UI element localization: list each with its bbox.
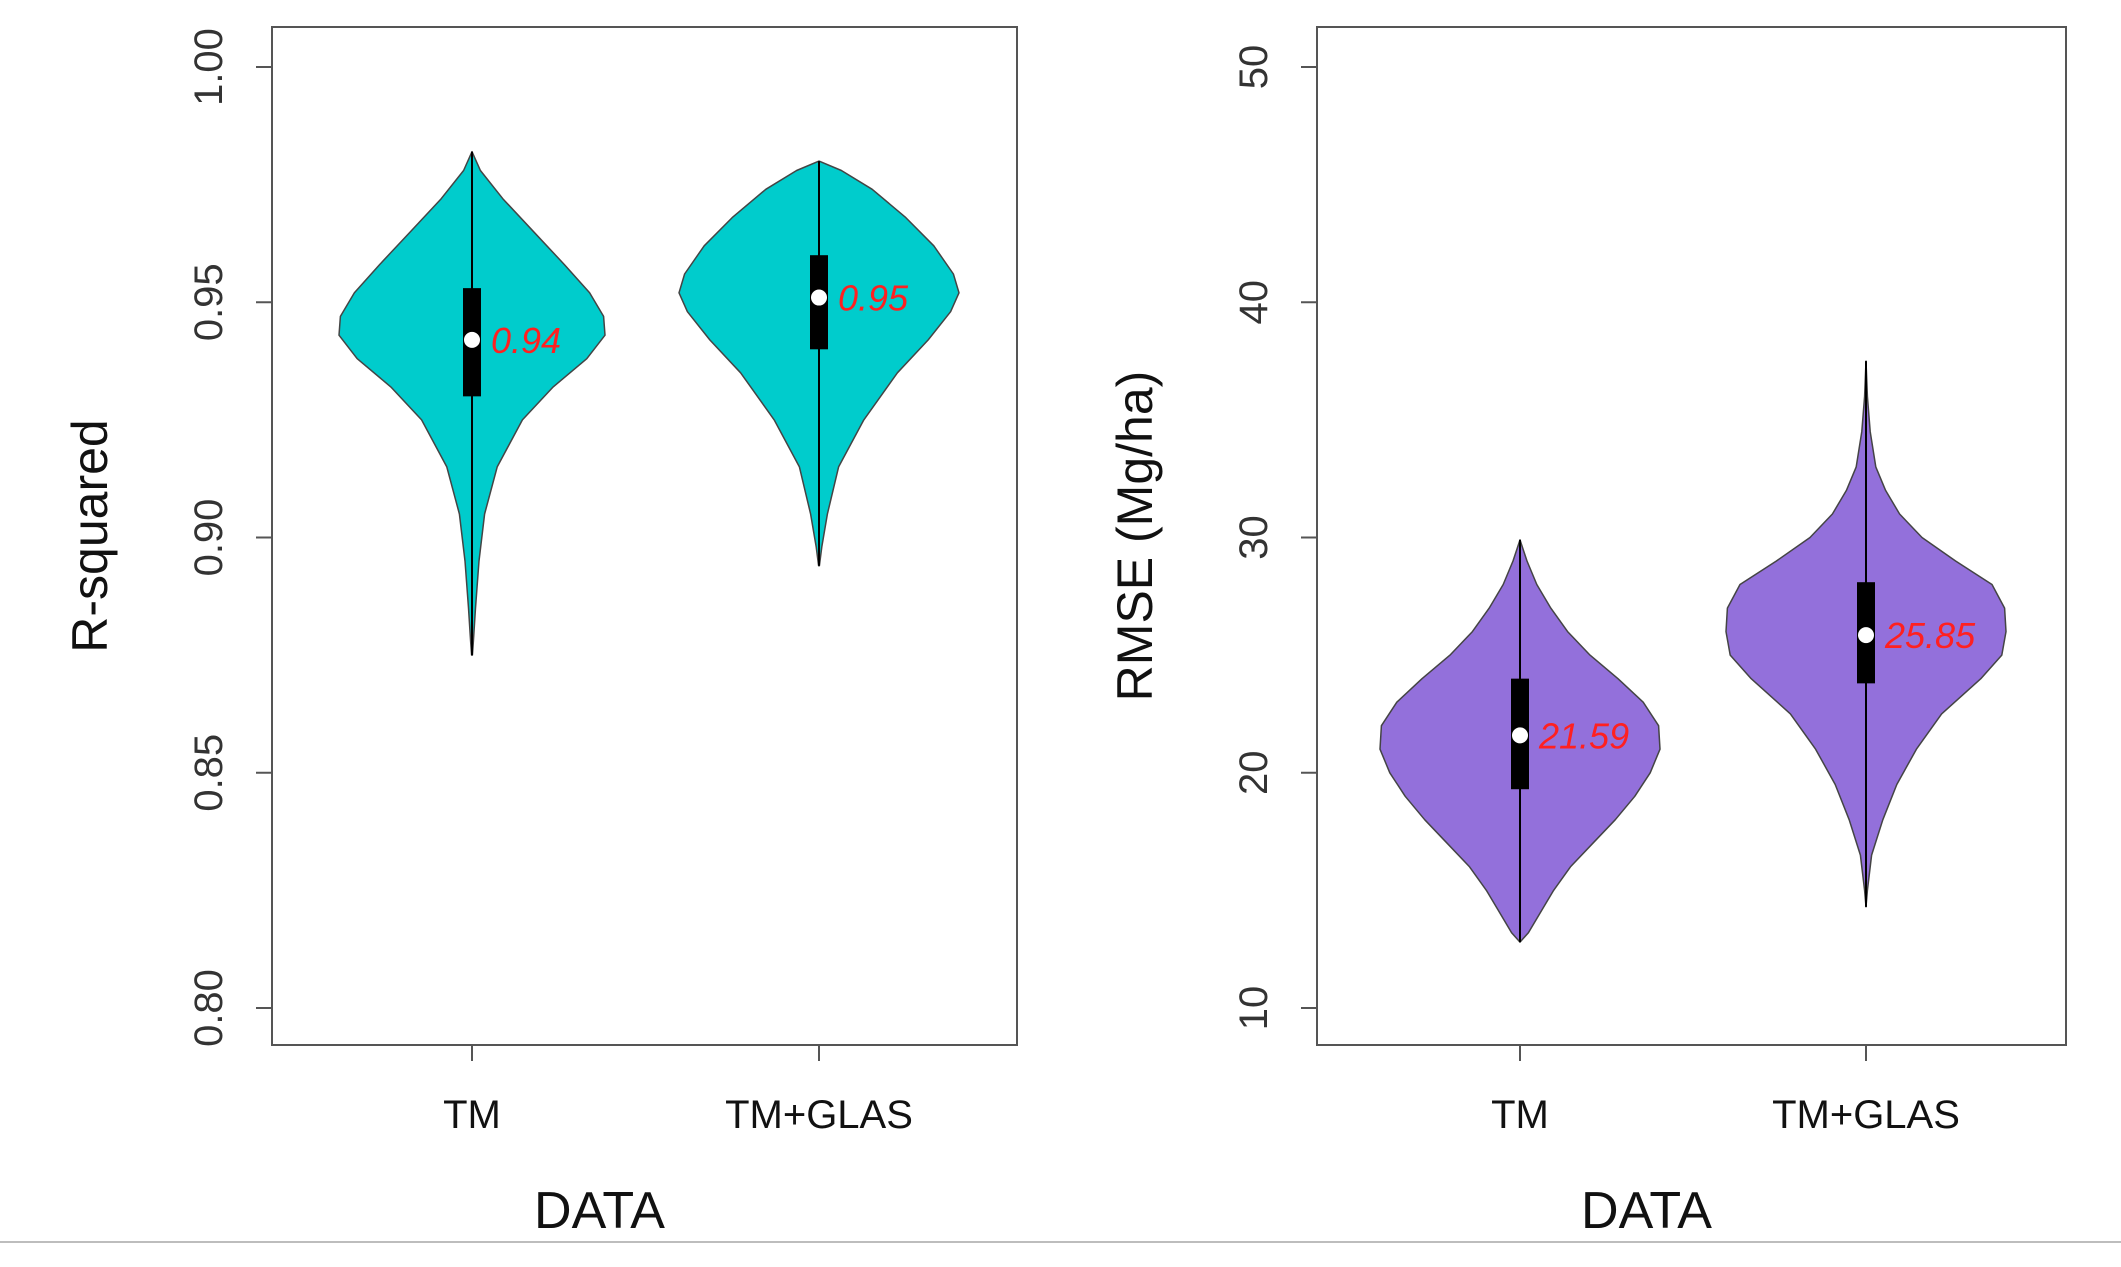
x-axis-title: DATA <box>1581 1182 1712 1240</box>
median-label: 21.59 <box>1538 715 1629 756</box>
panel-2: 10 20 30 40 50 RMSE (Mg/ha) TM TM+GLAS DATA 21.59… <box>1107 26 2067 1240</box>
median-point <box>464 331 480 348</box>
x-tick-label: TM+GLAS <box>1772 1093 1960 1137</box>
y-tick-label: 20 <box>1232 751 1276 796</box>
y-tick-label: 0.85 <box>187 734 231 812</box>
x-axis-title: DATA <box>534 1182 665 1240</box>
x-tick-label: TM+GLAS <box>725 1093 913 1137</box>
x-tick-label: TM <box>443 1093 501 1137</box>
y-tick-label: 30 <box>1232 515 1276 560</box>
x-tick-label: TM <box>1491 1093 1549 1137</box>
y-tick-label: 0.80 <box>187 969 231 1047</box>
bottom-divider <box>0 1241 2121 1243</box>
median-point <box>811 289 827 306</box>
plot-frame <box>1316 26 2067 1046</box>
median-label: 0.94 <box>491 320 561 361</box>
y-axis-title: RMSE (Mg/ha) <box>1107 371 1163 702</box>
median-point <box>1512 727 1528 744</box>
y-tick-label: 40 <box>1232 280 1276 325</box>
y-tick-label: 0.90 <box>187 499 231 577</box>
y-tick-label: 0.95 <box>187 263 231 341</box>
panel-1: 0.80 0.85 0.90 0.95 1.00 R-squared TM TM+GLAS DA… <box>62 26 1018 1240</box>
y-axis-title: R-squared <box>62 419 118 652</box>
y-tick-label: 50 <box>1232 45 1276 90</box>
median-label: 25.85 <box>1884 615 1976 656</box>
plot-frame <box>271 26 1018 1046</box>
median-point <box>1858 627 1874 644</box>
median-label: 0.95 <box>838 278 909 319</box>
y-tick-label: 10 <box>1232 986 1276 1031</box>
y-tick-label: 1.00 <box>187 28 231 106</box>
